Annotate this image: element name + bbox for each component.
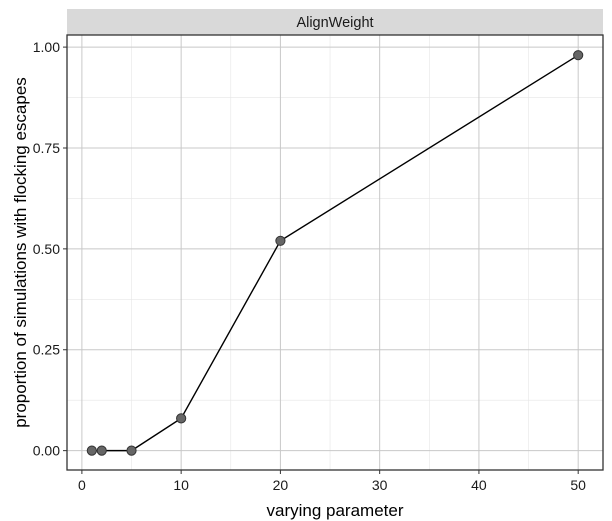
data-series	[86, 50, 584, 456]
x-tick-label: 20	[273, 477, 289, 493]
major-gridlines	[67, 35, 603, 470]
x-tick-label: 10	[173, 477, 189, 493]
x-tick-label: 40	[471, 477, 487, 493]
x-axis-title: varying parameter	[266, 501, 403, 520]
x-axis-ticks: 0 10 20 30 40 50	[78, 470, 586, 493]
y-axis-ticks: 0.00 0.25 0.50 0.75 1.00	[33, 39, 67, 459]
x-tick-label: 30	[372, 477, 388, 493]
y-tick-label: 0.50	[33, 241, 60, 257]
y-tick-label: 0.25	[33, 342, 60, 358]
panel-border	[66, 34, 604, 471]
data-point	[96, 445, 107, 456]
facet-strip-label: AlignWeight	[296, 15, 373, 31]
minor-gridlines	[67, 35, 603, 470]
data-point	[275, 235, 286, 246]
x-tick-label: 50	[570, 477, 586, 493]
y-tick-label: 0.00	[33, 443, 60, 459]
y-axis-title: proportion of simulations with flocking …	[11, 77, 30, 428]
x-tick-label: 0	[78, 477, 86, 493]
data-point	[176, 413, 187, 424]
y-tick-label: 1.00	[33, 39, 60, 55]
facet-strip	[67, 9, 603, 35]
y-tick-label: 0.75	[33, 140, 60, 156]
data-point	[573, 50, 584, 61]
data-point	[86, 445, 97, 456]
data-point	[126, 445, 137, 456]
